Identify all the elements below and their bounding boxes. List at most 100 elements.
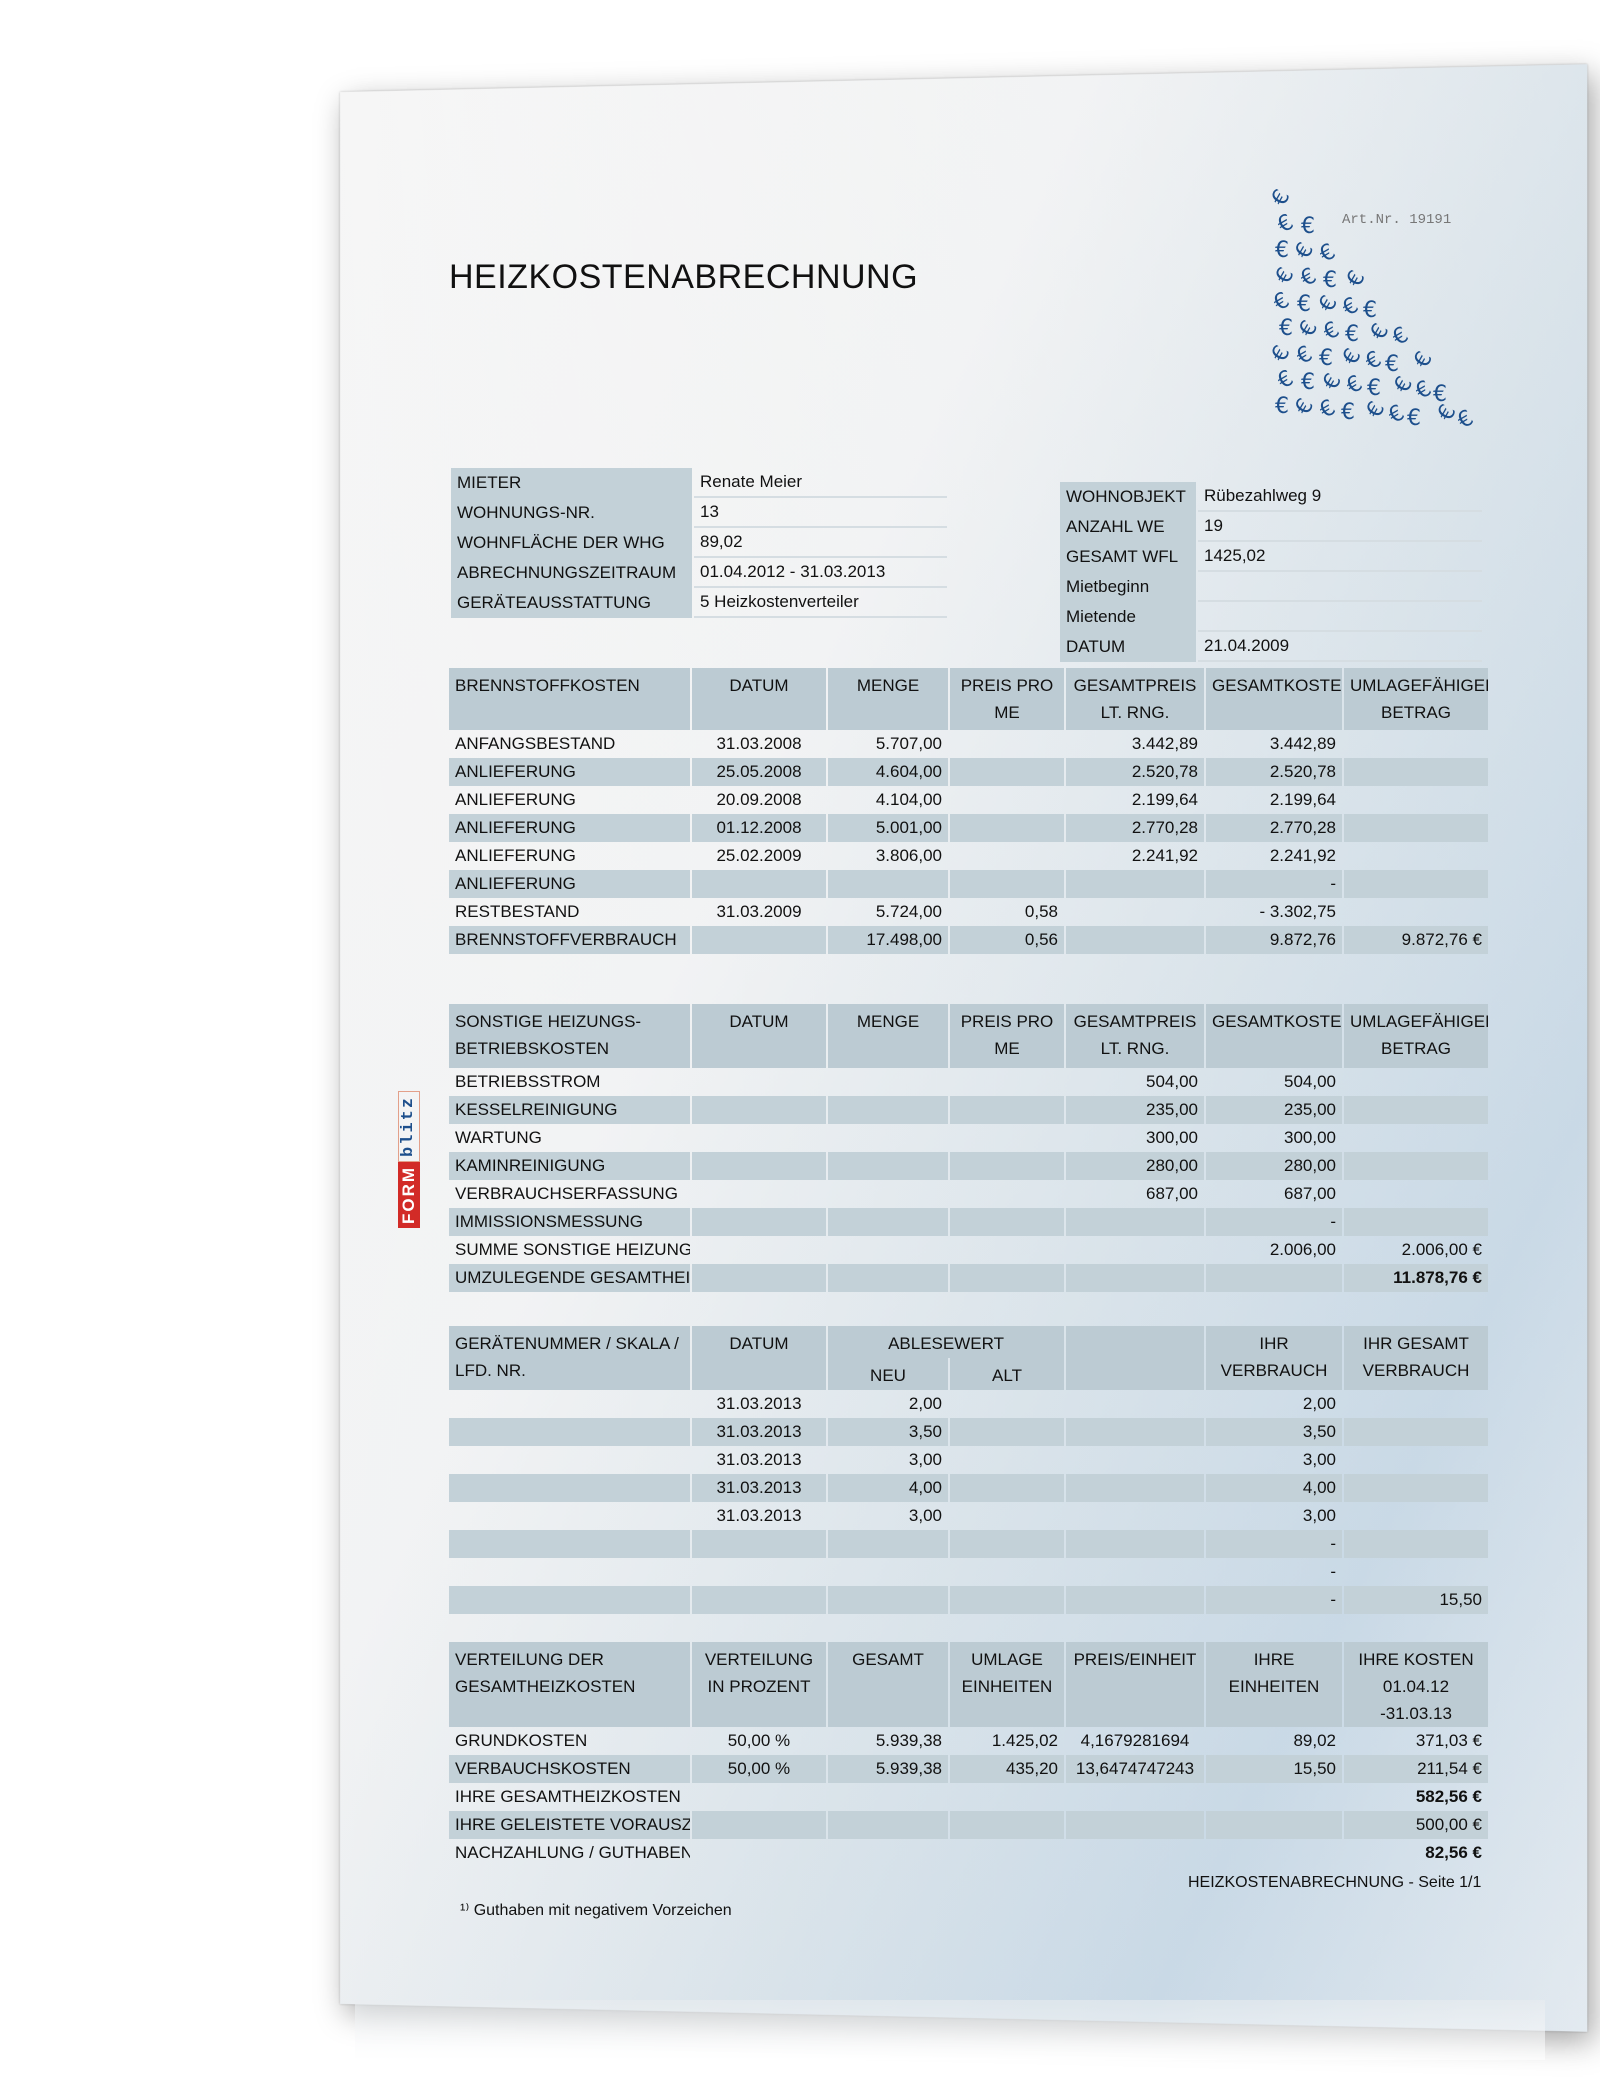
column-header: ABLESEWERT	[828, 1326, 1065, 1358]
table-row: -	[449, 1558, 1488, 1586]
table-cell	[828, 1558, 948, 1586]
euro-icon: €	[1342, 267, 1371, 292]
table-cell: 5.939,38	[828, 1755, 948, 1783]
table-cell: 3,50	[828, 1418, 948, 1446]
info-value: 5 Heizkostenverteiler	[694, 588, 947, 618]
table-cell	[950, 1390, 1064, 1418]
table-cell: 13,6474747243	[1066, 1755, 1204, 1783]
table-cell	[1066, 870, 1204, 898]
logo-form: FORM	[398, 1161, 420, 1228]
row-label: RESTBESTAND	[455, 902, 580, 921]
header-row: VERTEILUNG DER GESAMTHEIZKOSTEN VERTEILUN…	[449, 1642, 1488, 1727]
table-cell	[828, 870, 948, 898]
table-row: UMZULEGENDE GESAMTHEIZKOSTEN 11.878,76 €	[449, 1264, 1488, 1292]
table-cell: 31.03.2013	[692, 1474, 826, 1502]
info-value: 13	[694, 498, 947, 528]
column-header: MENGE	[828, 1004, 948, 1068]
row-label: KESSELREINIGUNG	[449, 1096, 690, 1124]
info-row: DATUM 21.04.2009	[1060, 632, 1482, 662]
table-cell	[1344, 1614, 1488, 1642]
euro-icon: €	[1319, 346, 1333, 371]
euro-icon: €	[1267, 342, 1296, 367]
table-cell	[950, 1474, 1065, 1502]
table-cell	[692, 1558, 826, 1586]
info-value: 19	[1198, 512, 1482, 542]
table-cell	[950, 1839, 1064, 1867]
table-cell: 4,00	[1206, 1474, 1343, 1502]
euro-icon: €	[1296, 263, 1321, 292]
info-label: Mietende	[1060, 602, 1196, 632]
header-row: GERÄTENUMMER / SKALA / LFD. NR. DATUM ABLE…	[449, 1326, 1489, 1390]
table-row: 31.03.2013 3,00 3,00	[449, 1502, 1488, 1530]
table-cell: 25.05.2008	[692, 758, 826, 786]
table-cell	[1344, 1474, 1489, 1502]
table-cell	[950, 870, 1064, 898]
table-cell: 01.12.2008	[692, 814, 826, 842]
table-cell: 2.199,64	[1131, 790, 1198, 809]
row-label: IMMISSIONSMESSUNG	[449, 1208, 690, 1236]
table-cell	[1344, 1558, 1488, 1586]
table-cell	[1066, 1502, 1204, 1530]
table-cell	[1066, 1839, 1204, 1867]
table-cell	[1344, 1446, 1488, 1474]
table-cell: 280,00	[1206, 1152, 1342, 1180]
table-row: 31.03.2013 3,00 3,00	[449, 1446, 1488, 1474]
column-header: SONSTIGE HEIZUNGS-BETRIEBSKOSTEN	[449, 1004, 690, 1068]
euro-icon: €	[1301, 370, 1315, 395]
row-label: IHRE GESAMTHEIZKOSTEN	[455, 1787, 681, 1806]
table-cell	[692, 1783, 826, 1811]
table-cell: 20.09.2008	[716, 790, 802, 809]
table-cell	[950, 1096, 1064, 1124]
row-label: GRUNDKOSTEN	[455, 1731, 588, 1750]
row-label: ANLIEFERUNG	[449, 758, 690, 786]
table-cell	[1344, 1502, 1488, 1530]
table-cell: 4,00	[828, 1474, 948, 1502]
table-cell: 17.498,00	[828, 926, 948, 954]
table-row: ANLIEFERUNG 25.02.2009 3.806,00 2.241,92 2.2…	[449, 842, 1488, 870]
table-cell	[950, 1811, 1064, 1839]
info-value: 1425,02	[1198, 542, 1482, 572]
table-row: BRENNSTOFFVERBRAUCH 17.498,00 0,56 9.872,76…	[449, 926, 1488, 954]
table-cell: 5.001,00	[828, 814, 948, 842]
table-cell	[1344, 1096, 1488, 1124]
euro-icon: €	[1345, 322, 1359, 347]
column-header: GESAMTKOSTEN	[1206, 1004, 1342, 1068]
table-cell: 2.520,78	[1206, 758, 1342, 786]
table-row: ANLIEFERUNG 01.12.2008 5.001,00 2.770,28 2.7…	[449, 814, 1488, 842]
column-header: DATUM	[692, 1326, 826, 1390]
column-header: IHRE KOSTEN 01.04.12 -31.03.13	[1344, 1642, 1488, 1727]
info-value: 89,02	[694, 528, 947, 558]
subheader-row: NEU ALT	[449, 1358, 1488, 1390]
info-row: MIETER Renate Meier	[451, 468, 947, 498]
table-row: 31.03.2013 4,00 4,00	[449, 1474, 1489, 1502]
euro-icon: €	[1290, 239, 1319, 264]
table-cell	[950, 1208, 1064, 1236]
table-cell: 15,50	[1206, 1755, 1342, 1783]
table-cell	[1344, 842, 1488, 870]
table-cell: 89,02	[1293, 1731, 1336, 1750]
table-cell: 2,00	[908, 1394, 942, 1413]
row-label: UMZULEGENDE GESAMTHEIZKOSTEN	[449, 1264, 690, 1292]
row-label	[449, 1558, 690, 1586]
table-row: 31.03.2013 3,50 3,50	[449, 1418, 1489, 1446]
info-row: Mietbeginn	[1060, 572, 1482, 602]
table-cell: 4.604,00	[828, 758, 948, 786]
table-row: WARTUNG 300,00 300,00	[449, 1124, 1488, 1152]
table-cell	[1206, 1783, 1342, 1811]
info-value: 01.04.2012 - 31.03.2013	[694, 558, 947, 588]
table-cell: 0,56	[950, 926, 1064, 954]
column-header: MENGE	[828, 668, 948, 730]
row-label	[449, 1502, 690, 1530]
row-label	[449, 1390, 690, 1418]
table-cell: -	[1206, 1208, 1342, 1236]
table-cell	[950, 1180, 1064, 1208]
table-cell	[1344, 1068, 1488, 1096]
table-cell: 2.770,28	[1066, 814, 1204, 842]
table-row	[449, 1614, 1488, 1642]
table-cell: 50,00 %	[692, 1755, 826, 1783]
table-cell	[828, 1096, 948, 1124]
table-cell: 11.878,76 €	[1344, 1264, 1488, 1292]
row-label	[449, 1614, 690, 1642]
formblitz-logo: FORM blitz	[398, 1082, 420, 1228]
table-cell: 2.241,92	[1131, 846, 1198, 865]
